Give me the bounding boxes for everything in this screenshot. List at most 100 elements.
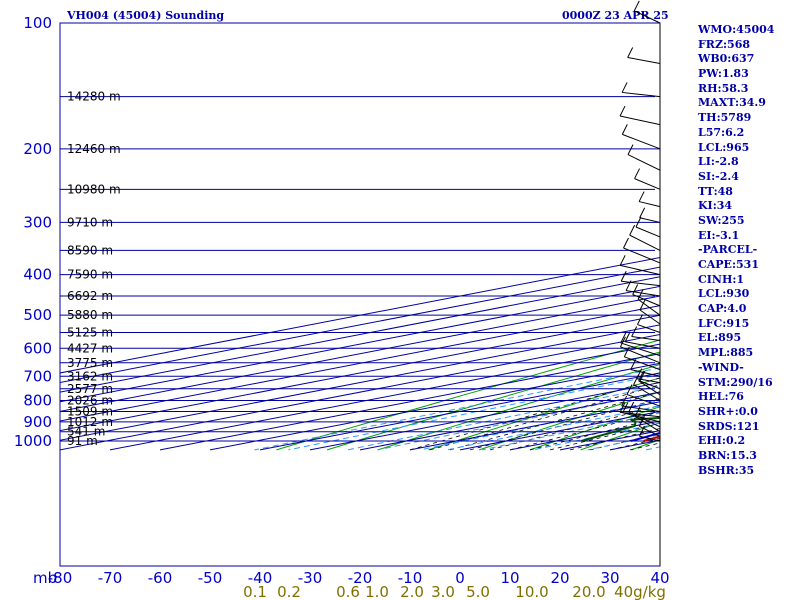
temperature-tick-label: -50 (198, 569, 223, 587)
temperature-tick-label: -70 (98, 569, 123, 587)
wind-barb-flag (619, 105, 626, 117)
mixing-ratio-label: 1.0 (365, 583, 389, 600)
isotherm (209, 362, 660, 451)
index-16: CAPE:531 (698, 258, 759, 271)
index-3: PW:1.83 (698, 67, 749, 81)
mixing-ratio-label: 2.0 (400, 583, 424, 600)
index-19: CAP:4.0 (698, 302, 747, 316)
wind-barb (619, 115, 661, 126)
wind-barb (639, 425, 661, 437)
wind-barb-flag (634, 168, 641, 179)
height-label: 1012 m (67, 415, 113, 429)
pressure-tick-label: 300 (23, 213, 52, 231)
mixing-ratio-line (254, 367, 660, 451)
mixing-ratio-label: 40g/kg (614, 583, 666, 600)
wind-barb (639, 201, 661, 208)
index-7: L57:6.2 (698, 125, 745, 139)
pressure-tick-label: 700 (23, 367, 52, 385)
wind-barb (633, 384, 661, 401)
wind-barb-flag (630, 359, 637, 370)
wind-barb-flag (620, 332, 627, 344)
index-28: EHI:0.2 (698, 434, 746, 448)
wind-barb-flag (621, 395, 628, 407)
wind-barb-flag (634, 406, 641, 417)
wind-barb-flag (633, 374, 640, 385)
wind-barb-flag (624, 331, 631, 342)
plot-area (60, 23, 660, 451)
wind-barb-flag (637, 289, 644, 300)
height-label: 6692 m (67, 289, 113, 303)
isotherm (60, 333, 660, 451)
dry-adiabat (377, 364, 660, 451)
wind-barb (637, 298, 661, 316)
wind-barb (621, 405, 661, 412)
index-9: LI:-2.8 (698, 155, 739, 169)
height-label: 12460 m (67, 142, 121, 156)
pressure-tick-label: 600 (23, 339, 52, 357)
wind-barb (628, 411, 661, 428)
wind-barb-flag (631, 326, 638, 337)
wind-barb (629, 234, 661, 251)
wind-barb-flag (623, 346, 630, 358)
station-title: VH004 (45004) Sounding (67, 9, 225, 22)
wind-barb (622, 133, 661, 150)
mixing-ratio-label: 10.0 (515, 583, 548, 600)
index-11: TT:48 (698, 184, 733, 198)
wind-barb-flag (625, 280, 632, 291)
wind-barb (631, 335, 661, 342)
index-25: HEL:76 (698, 390, 744, 404)
wind-barb (620, 342, 661, 357)
wind-barb-flag (621, 82, 628, 93)
isotherm (259, 372, 660, 451)
wind-barb-flag (635, 216, 642, 228)
wind-barb-flag (638, 370, 645, 382)
index-15: -PARCEL- (698, 243, 758, 257)
axis-unit-label: mb (33, 569, 57, 587)
height-label: 9710 m (67, 215, 113, 229)
mixing-ratio-label: 20.0 (572, 583, 605, 600)
height-label: 541 m (67, 425, 105, 439)
wind-barb-flag (639, 426, 645, 437)
index-1: FRZ:568 (698, 37, 751, 51)
mixing-ratio-line (420, 399, 660, 451)
index-29: BRN:15.3 (698, 448, 757, 462)
index-30: BSHR:35 (698, 463, 755, 477)
wind-barb (626, 394, 661, 407)
pressure-tick-label: 900 (23, 413, 52, 431)
wind-barb (638, 380, 661, 396)
temperature-tick-label: -10 (398, 569, 423, 587)
mixing-ratio-line (532, 422, 660, 451)
index-10: SI:-2.4 (698, 169, 739, 183)
wind-barb (627, 154, 661, 171)
mixing-ratio-lines (254, 367, 660, 451)
height-label: 91 m (67, 434, 98, 448)
wind-barb (622, 412, 661, 423)
wind-barb-flag (627, 47, 634, 58)
temperature-tick-label: 10 (500, 569, 519, 587)
wind-barb-flag (619, 402, 626, 413)
wind-barb (634, 10, 661, 24)
dry-adiabat (529, 406, 660, 451)
isotherm (60, 285, 660, 403)
wind-barb-flag (637, 314, 643, 325)
temperature-tick-label: -40 (248, 569, 273, 587)
index-23: -WIND- (698, 360, 744, 374)
isotherms (60, 257, 660, 451)
pressure-tick-label: 100 (23, 14, 52, 32)
wind-barb-flag (633, 0, 640, 12)
temperature-tick-label: -60 (148, 569, 173, 587)
wind-barb (635, 226, 661, 238)
wind-barb (632, 294, 661, 307)
wind-barb (634, 415, 661, 433)
index-12: KI:34 (698, 199, 733, 213)
isotherm (109, 343, 660, 451)
index-17: CINH:1 (698, 272, 745, 286)
wind-barb (621, 280, 661, 287)
moist-adiabat (489, 404, 660, 451)
wind-barb (620, 264, 661, 276)
isotherm (60, 314, 660, 432)
wind-barb-flag (628, 401, 635, 413)
height-label: 3775 m (67, 356, 113, 370)
index-2: WB0:637 (698, 52, 755, 66)
isotherm (60, 295, 660, 412)
